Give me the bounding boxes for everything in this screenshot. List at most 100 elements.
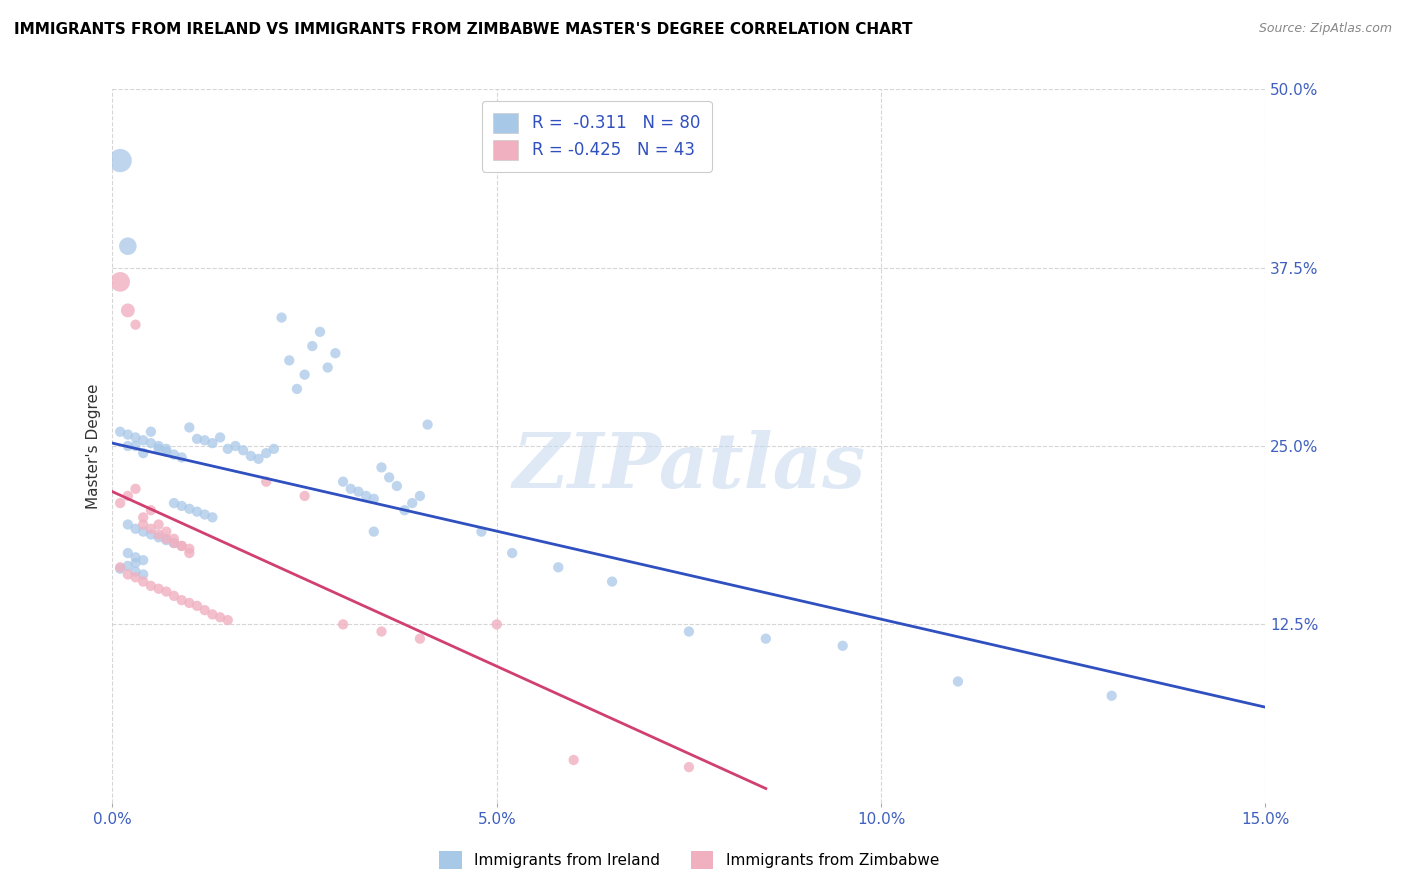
Point [155, 532, 177, 546]
Point [163, 536, 186, 550]
Point [409, 632, 432, 646]
Point [170, 450, 193, 465]
Point [239, 449, 262, 463]
Point [370, 460, 392, 475]
Point [378, 470, 401, 484]
Point [108, 425, 131, 439]
Point [155, 533, 177, 548]
Point [117, 439, 139, 453]
Point [132, 553, 155, 567]
Point [148, 439, 170, 453]
Point [1101, 689, 1123, 703]
Point [363, 491, 385, 506]
Point [117, 489, 139, 503]
Point [332, 617, 354, 632]
Point [179, 541, 201, 556]
Point [170, 539, 193, 553]
Y-axis label: Master's Degree: Master's Degree [86, 384, 101, 508]
Point [170, 539, 193, 553]
Point [217, 613, 239, 627]
Point [108, 496, 131, 510]
Point [117, 558, 139, 573]
Point [354, 489, 377, 503]
Point [501, 546, 523, 560]
Point [394, 503, 416, 517]
Point [124, 439, 146, 453]
Point [148, 527, 170, 541]
Point [485, 617, 508, 632]
Point [254, 446, 277, 460]
Point [301, 339, 323, 353]
Point [179, 420, 201, 434]
Point [117, 239, 139, 253]
Point [148, 530, 170, 544]
Point [117, 546, 139, 560]
Point [108, 560, 131, 574]
Point [263, 442, 285, 456]
Point [201, 510, 224, 524]
Point [416, 417, 439, 432]
Point [179, 596, 201, 610]
Point [179, 546, 201, 560]
Point [132, 510, 155, 524]
Point [139, 522, 162, 536]
Point [155, 584, 177, 599]
Point [831, 639, 853, 653]
Point [209, 430, 232, 444]
Point [370, 624, 392, 639]
Point [124, 430, 146, 444]
Point [132, 434, 155, 448]
Point [132, 574, 155, 589]
Point [124, 550, 146, 565]
Point [163, 496, 186, 510]
Point [163, 536, 186, 550]
Point [278, 353, 301, 368]
Point [155, 442, 177, 456]
Point [108, 153, 131, 168]
Point [163, 589, 186, 603]
Point [678, 624, 700, 639]
Point [755, 632, 778, 646]
Text: ZIPatlas: ZIPatlas [512, 431, 866, 504]
Point [170, 499, 193, 513]
Point [562, 753, 585, 767]
Point [117, 303, 139, 318]
Point [139, 527, 162, 541]
Point [201, 607, 224, 622]
Point [124, 565, 146, 579]
Point [179, 501, 201, 516]
Point [224, 439, 246, 453]
Point [148, 582, 170, 596]
Point [108, 562, 131, 576]
Point [117, 517, 139, 532]
Point [409, 489, 432, 503]
Point [201, 436, 224, 450]
Point [285, 382, 308, 396]
Point [332, 475, 354, 489]
Point [401, 496, 423, 510]
Point [347, 484, 370, 499]
Point [163, 532, 186, 546]
Point [194, 508, 217, 522]
Point [186, 432, 208, 446]
Point [155, 444, 177, 458]
Point [363, 524, 385, 539]
Point [124, 522, 146, 536]
Point [270, 310, 292, 325]
Point [132, 567, 155, 582]
Point [155, 524, 177, 539]
Point [117, 567, 139, 582]
Point [194, 434, 217, 448]
Point [600, 574, 623, 589]
Point [124, 318, 146, 332]
Point [124, 556, 146, 570]
Point [294, 368, 316, 382]
Point [132, 524, 155, 539]
Legend: Immigrants from Ireland, Immigrants from Zimbabwe: Immigrants from Ireland, Immigrants from… [429, 840, 949, 880]
Point [117, 427, 139, 442]
Point [124, 570, 146, 584]
Point [209, 610, 232, 624]
Point [547, 560, 569, 574]
Point [316, 360, 339, 375]
Point [309, 325, 332, 339]
